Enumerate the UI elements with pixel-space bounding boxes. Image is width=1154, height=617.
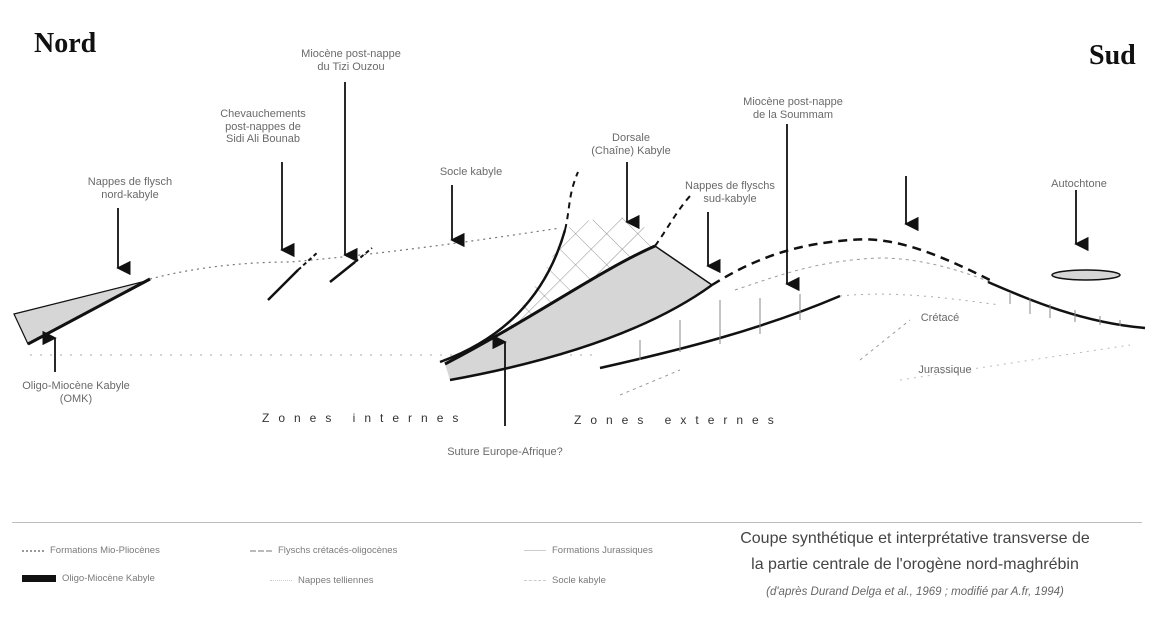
external-vertical-lines (639, 294, 801, 360)
dorsale-front (439, 229, 567, 364)
external-dashed-fold (711, 238, 991, 287)
central-lower-contact (449, 283, 713, 382)
label-nappes-flysch-nord: Nappes de flysch nord-kabyle (87, 176, 173, 201)
legend-item-flyschs: Flyschs crétacés-oligocènes (250, 545, 397, 556)
south-label: Sud (1089, 40, 1136, 71)
central-shaded-unit (445, 246, 712, 380)
caption-line-2: la partie centrale de l'orogène nord-mag… (751, 556, 1079, 573)
legend-swatch-jurassique (524, 550, 546, 551)
label-suture: Suture Europe-Afrique? (447, 446, 563, 458)
legend-swatch-dots (22, 549, 44, 552)
legend-swatch-omk (22, 575, 56, 582)
legend-item-socle-kabyle: Socle kabyle (524, 575, 606, 586)
north-label: Nord (34, 28, 97, 59)
legend-swatch-flysch (250, 549, 272, 552)
label-dorsale-kabyle: Dorsale (Chaîne) Kabyle (591, 132, 671, 157)
label-oligo-miocene-kabyle: Oligo-Miocène Kabyle (OMK) (22, 380, 130, 405)
thrust-4 (354, 247, 373, 263)
central-upper-contact (444, 244, 656, 366)
annotation-up-arrows (42, 330, 507, 426)
legend-label-mio-pliocene: Formations Mio-Pliocènes (50, 545, 160, 556)
caption-line-1: Coupe synthétique et interprétative tran… (740, 530, 1090, 547)
autochtone-verticals (1009, 292, 1121, 326)
label-cretace: Crétacé (920, 312, 960, 324)
caption-reference: (d'après Durand Delga et al., 1969 ; mod… (766, 586, 1064, 598)
legend-panel: Formations Mio-Pliocènes Flyschs crétacé… (12, 522, 1142, 615)
central-top-dash (654, 195, 691, 247)
label-socle-kabyle: Socle kabyle (439, 166, 503, 178)
label-autochtone: Autochtone (1051, 178, 1107, 190)
legend-item-mio-pliocene: Formations Mio-Pliocènes (22, 545, 160, 556)
nord-surface (149, 227, 561, 280)
label-zones-externes: Zones externes (574, 413, 783, 427)
legend-label-flyschs: Flyschs crétacés-oligocènes (278, 545, 398, 556)
label-miocene-tizi-ouzou: Miocène post-nappe du Tizi Ouzou (301, 48, 401, 73)
legend-label-socle-kabyle: Socle kabyle (552, 575, 606, 586)
legend-item-nappes-telliennes: Nappes telliennes (270, 575, 374, 586)
label-nappes-flysch-sud: Nappes de flyschs sud-kabyle (685, 180, 775, 205)
autochtone-basal (987, 280, 1146, 330)
legend-item-jurassique: Formations Jurassiques (524, 545, 653, 556)
legend-item-omk: Oligo-Miocène Kabyle (22, 573, 155, 584)
faint-dash-2 (859, 319, 911, 361)
label-jurassique: Jurassique (918, 364, 972, 376)
autochtone-lens (1051, 269, 1121, 281)
thrust-3 (329, 261, 356, 283)
cretace-surface (839, 293, 1001, 306)
annotation-arrows (116, 82, 1089, 292)
thrust-2 (297, 251, 319, 271)
faint-dash-1 (619, 369, 681, 396)
central-edge (654, 245, 713, 286)
dorsale-top-dash (564, 171, 579, 231)
legend-label-omk: Oligo-Miocène Kabyle (62, 573, 155, 584)
label-zones-internes: Zones internes (262, 411, 468, 425)
legend-swatch-socle (524, 580, 546, 581)
thrust-1 (267, 269, 299, 301)
external-soft-fold (734, 257, 991, 291)
legend-swatch-telliennes (270, 580, 292, 581)
label-miocene-soummam: Miocène post-nappe de la Soummam (743, 96, 843, 121)
label-chevauchements: Chevauchements post-nappes de Sidi Ali B… (220, 108, 306, 146)
legend-label-nappes-telliennes: Nappes telliennes (298, 575, 374, 586)
legend-label-jurassique: Formations Jurassiques (552, 545, 653, 556)
